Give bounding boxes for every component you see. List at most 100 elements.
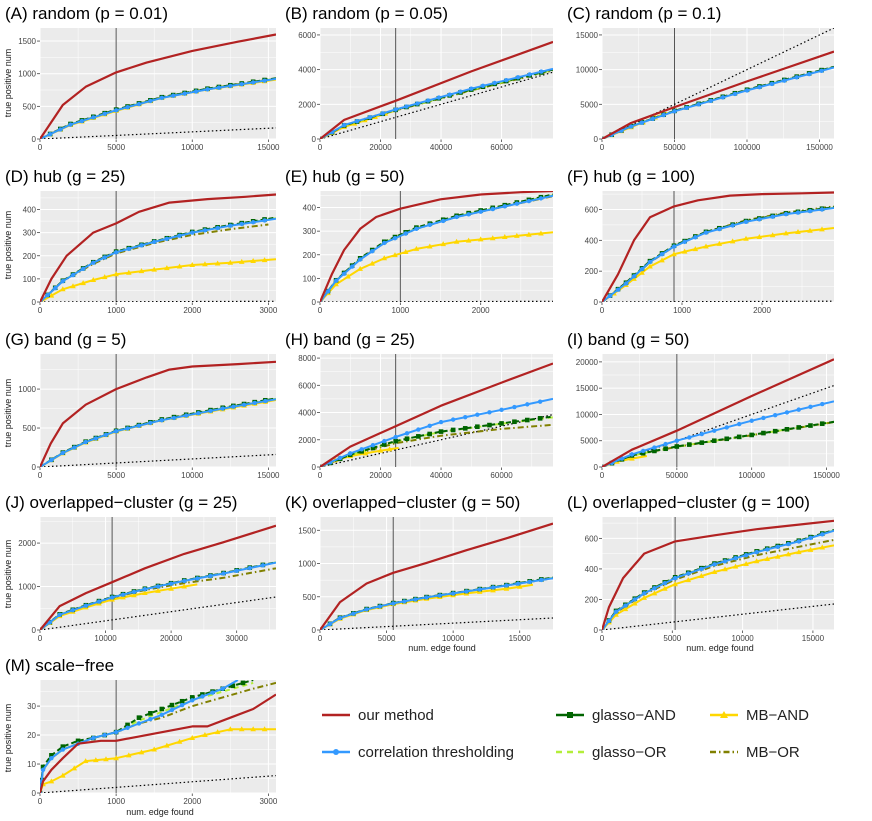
series-line-random — [320, 300, 553, 302]
series-group — [602, 191, 834, 302]
series-marker-corr — [662, 580, 668, 586]
series-marker-corr — [502, 204, 507, 209]
legend-item-glasso-or: glasso−OR — [556, 744, 667, 761]
panel-background — [40, 680, 276, 793]
panel-title: (M) scale−free — [5, 656, 114, 675]
series-line-corr — [40, 561, 276, 630]
series-marker-mb-and — [261, 726, 268, 732]
series-marker-mb-and — [716, 240, 723, 246]
series-marker-corr — [650, 116, 655, 122]
y-tick-label: 0 — [312, 135, 317, 144]
series-marker-corr — [341, 271, 347, 276]
series-marker-mb-and — [692, 246, 699, 252]
y-tick-label: 0 — [312, 463, 317, 472]
series-marker-mb-and — [659, 257, 665, 263]
series-marker-glasso-and — [512, 419, 517, 425]
y-tick-label: 200 — [585, 267, 599, 276]
y-tick-label: 100 — [303, 274, 317, 283]
series-marker-corr — [487, 410, 492, 415]
series-marker-corr — [220, 406, 225, 411]
series-marker-corr — [183, 413, 189, 418]
series-marker-corr — [628, 124, 634, 129]
x-tick-label: 0 — [600, 471, 605, 480]
legend-item-correlation-thresholding: correlation thresholding — [322, 744, 514, 761]
series-marker-corr — [652, 445, 657, 450]
panel-title: (I) band (g = 50) — [567, 330, 689, 349]
series-line-ours — [602, 358, 834, 467]
series-marker-mb-and — [453, 238, 460, 244]
series-group — [602, 28, 834, 139]
x-tick-label: 15000 — [257, 471, 280, 480]
legend-label-mb-and: MB−AND — [746, 707, 809, 724]
series-marker-corr — [93, 436, 99, 441]
series-marker-corr — [712, 428, 717, 433]
series-line-ours — [602, 50, 834, 139]
series-line-ours — [320, 191, 553, 302]
x-tick-label: 150000 — [813, 471, 840, 480]
series-marker-corr — [659, 252, 665, 257]
series-marker-corr — [402, 599, 407, 604]
series-marker-mb-and — [538, 230, 544, 236]
series-marker-mb-and — [120, 594, 126, 600]
y-tick-label: 20000 — [576, 358, 599, 367]
series-marker-corr — [632, 597, 638, 602]
series-marker-mb-and — [743, 235, 749, 241]
series-marker-corr — [607, 293, 613, 299]
x-tick-label: 40000 — [430, 471, 453, 480]
panel-title: (L) overlapped−cluster (g = 100) — [567, 493, 810, 512]
series-marker-mb-and — [783, 230, 789, 236]
series-line-corr — [320, 194, 553, 302]
series-marker-corr — [450, 417, 456, 422]
series-marker-corr — [216, 85, 222, 90]
series-marker-corr — [49, 457, 54, 463]
series-marker-corr — [466, 212, 471, 217]
series-marker-corr — [512, 404, 517, 410]
series-marker-mb-and — [131, 592, 137, 598]
series-marker-corr — [60, 278, 66, 284]
series-marker-corr — [91, 260, 96, 265]
series-marker-corr — [772, 412, 778, 418]
series-marker-corr — [139, 243, 144, 248]
series-marker-corr — [754, 549, 759, 555]
series-marker-corr — [348, 451, 353, 456]
y-tick-label: 100 — [23, 275, 37, 284]
series-marker-corr — [125, 725, 130, 731]
legend-label-mb-or: MB−OR — [746, 744, 800, 761]
series-marker-corr — [169, 707, 175, 713]
series-marker-corr — [730, 223, 735, 228]
series-marker-corr — [126, 246, 132, 252]
series-marker-mb-and — [685, 577, 692, 583]
legend-item-glasso-and: glasso−AND — [556, 707, 676, 724]
x-tick-label: 5000 — [107, 143, 125, 152]
panel-title: (C) random (p = 0.1) — [567, 4, 721, 23]
series-line-ours — [40, 193, 276, 302]
panel-0: 0 5000 10000 15000 0 500 1000 1500 (A) random (p… — [5, 4, 280, 152]
series-marker-glasso-and — [736, 434, 742, 440]
x-tick-label: 1000 — [391, 306, 409, 315]
series-marker-corr — [70, 608, 75, 613]
series-marker-glasso-and — [640, 450, 646, 456]
series-line-random — [602, 300, 834, 302]
series-marker-glasso-and — [125, 722, 130, 728]
series-marker-corr — [806, 71, 812, 77]
series-marker-mb-and — [632, 600, 638, 606]
series-marker-corr — [782, 78, 787, 83]
series-marker-corr — [205, 87, 210, 92]
series-marker-corr — [425, 98, 431, 103]
series-marker-corr — [458, 89, 463, 94]
series-marker-corr — [252, 400, 257, 406]
y-tick-label: 4000 — [298, 66, 316, 75]
series-marker-corr — [351, 611, 356, 616]
series-marker-corr — [737, 421, 742, 427]
series-marker-glasso-and — [784, 427, 790, 432]
y-axis-label-row5: true positive num — [3, 704, 13, 773]
series-marker-mb-and — [672, 581, 678, 587]
series-marker-corr — [148, 98, 153, 104]
series-marker-corr — [202, 228, 208, 233]
panel-title: (G) band (g = 5) — [5, 330, 126, 349]
series-group — [40, 524, 276, 630]
series-marker-mb-and — [214, 729, 221, 735]
series-marker-corr — [639, 266, 645, 272]
series-marker-corr — [820, 532, 825, 537]
